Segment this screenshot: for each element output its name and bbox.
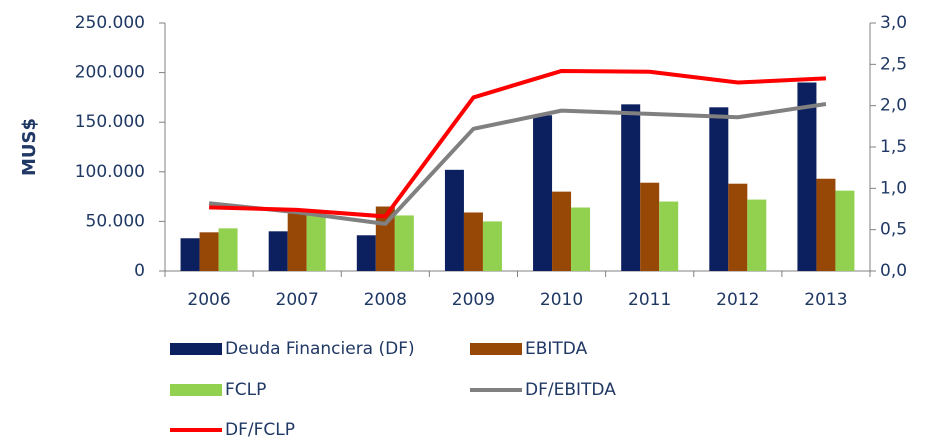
legend-swatch — [170, 343, 222, 355]
bar — [552, 191, 572, 271]
legend-label: DF/EBITDA — [525, 380, 616, 400]
x-tick-label: 2010 — [540, 290, 583, 310]
bar — [463, 212, 483, 271]
bar — [356, 235, 376, 271]
bar — [571, 207, 591, 271]
y-tick-label: 250.000 — [75, 13, 145, 33]
bar — [287, 213, 307, 271]
bar — [728, 183, 748, 271]
bar — [199, 232, 219, 271]
legend-label: Deuda Financiera (DF) — [225, 339, 415, 359]
x-tick-label: 2013 — [804, 290, 847, 310]
x-tick-label: 2011 — [628, 290, 671, 310]
y2-tick-label: 2,5 — [880, 54, 907, 74]
legend-label: DF/FCLP — [225, 420, 295, 440]
y2-tick-label: 3,0 — [880, 13, 907, 33]
bar — [482, 221, 502, 271]
bar — [218, 228, 238, 271]
y2-tick-label: 2,0 — [880, 96, 907, 116]
bar — [816, 178, 836, 271]
bar — [797, 82, 817, 272]
bar — [747, 199, 767, 271]
y-tick-label: 50.000 — [86, 211, 145, 231]
legend-label: EBITDA — [525, 339, 588, 359]
bar — [621, 104, 641, 272]
y-tick-label: 100.000 — [75, 162, 145, 182]
legend-swatch — [170, 384, 222, 396]
x-tick-label: 2012 — [716, 290, 759, 310]
y-tick-label: 0 — [134, 261, 145, 281]
x-tick-label: 2007 — [276, 290, 319, 310]
y-tick-label: 150.000 — [75, 112, 145, 132]
line — [209, 68, 827, 219]
x-tick-label: 2008 — [364, 290, 407, 310]
y2-tick-label: 0,5 — [880, 220, 907, 240]
bar — [180, 238, 200, 271]
legend-label: FCLP — [225, 380, 266, 400]
bar — [709, 107, 729, 271]
bar — [444, 169, 464, 271]
legend-swatch — [470, 343, 522, 355]
y-tick-label: 200.000 — [75, 63, 145, 83]
y2-tick-label: 1,5 — [880, 137, 907, 157]
bar — [268, 231, 288, 271]
y-axis-label: MUS$ — [19, 118, 40, 176]
line — [208, 102, 827, 226]
x-tick-label: 2009 — [452, 290, 495, 310]
bar — [533, 115, 553, 271]
bar — [640, 182, 660, 271]
y2-tick-label: 0,0 — [880, 261, 907, 281]
y2-tick-label: 1,0 — [880, 178, 907, 198]
bar — [835, 190, 855, 271]
bar — [306, 215, 326, 271]
x-tick-label: 2006 — [187, 290, 230, 310]
bar — [394, 215, 414, 271]
bar — [659, 201, 679, 271]
